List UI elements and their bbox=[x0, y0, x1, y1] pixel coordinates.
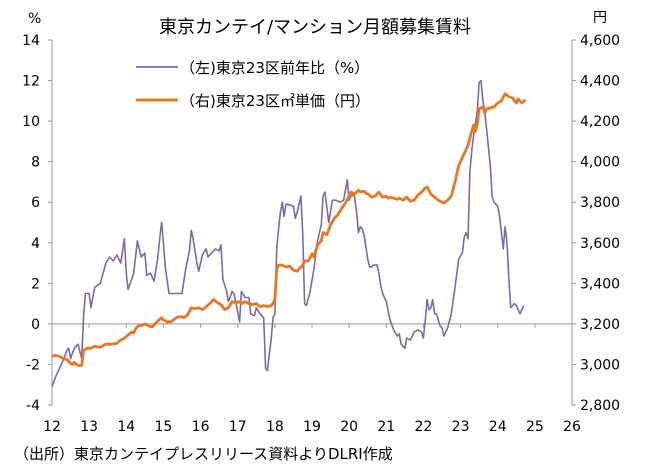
left-tick-label: -2 bbox=[26, 357, 40, 373]
left-axis-unit: % bbox=[28, 11, 41, 27]
left-axis-ticks: -4 -2 0 2 4 6 8 10 12 14 bbox=[22, 33, 52, 414]
right-axis-unit: 円 bbox=[593, 10, 607, 26]
right-tick-label: 3,200 bbox=[580, 317, 620, 333]
left-tick-label: 12 bbox=[22, 74, 40, 90]
legend-label-yoy: （左)東京23区前年比（%） bbox=[180, 59, 369, 77]
x-axis-ticks: 12 13 14 15 16 17 18 19 20 21 22 23 24 25 26 bbox=[43, 323, 581, 435]
x-tick-label: 23 bbox=[452, 419, 470, 435]
x-tick-label: 19 bbox=[303, 419, 321, 435]
series-yoy-line bbox=[51, 79, 525, 388]
right-axis-ticks: 2,800 3,000 3,200 3,400 3,600 3,800 4,000 4,200… bbox=[572, 33, 620, 414]
right-tick-label: 4,400 bbox=[580, 74, 620, 90]
right-tick-label: 4,600 bbox=[580, 33, 620, 49]
x-tick-label: 24 bbox=[489, 419, 507, 435]
x-tick-label: 20 bbox=[340, 419, 358, 435]
right-tick-label: 3,800 bbox=[580, 195, 620, 211]
right-tick-label: 2,800 bbox=[580, 398, 620, 414]
x-tick-label: 12 bbox=[43, 419, 61, 435]
legend-label-price: （右)東京23区㎡単価（円） bbox=[180, 92, 370, 110]
left-tick-label: 8 bbox=[31, 155, 40, 171]
x-tick-label: 15 bbox=[155, 419, 173, 435]
x-tick-label: 14 bbox=[117, 419, 135, 435]
legend: （左)東京23区前年比（%） （右)東京23区㎡単価（円） bbox=[136, 59, 370, 110]
x-tick-label: 21 bbox=[377, 419, 395, 435]
left-tick-label: -4 bbox=[26, 398, 40, 414]
x-tick-label: 18 bbox=[266, 419, 284, 435]
right-tick-label: 3,600 bbox=[580, 236, 620, 252]
x-tick-label: 16 bbox=[192, 419, 210, 435]
x-tick-label: 25 bbox=[526, 419, 544, 435]
left-tick-label: 0 bbox=[31, 317, 40, 333]
right-tick-label: 4,000 bbox=[580, 155, 620, 171]
right-tick-label: 3,400 bbox=[580, 276, 620, 292]
x-tick-label: 13 bbox=[80, 419, 98, 435]
right-tick-label: 4,200 bbox=[580, 114, 620, 130]
chart-title: 東京カンテイ/マンション月額募集賃料 bbox=[159, 17, 471, 38]
left-tick-label: 14 bbox=[22, 33, 40, 49]
x-tick-label: 22 bbox=[415, 419, 433, 435]
right-tick-label: 3,000 bbox=[580, 357, 620, 373]
series-price-line bbox=[51, 92, 527, 367]
source-note: （出所）東京カンテイプレスリリース資料よりDLRI作成 bbox=[14, 445, 393, 463]
left-tick-label: 4 bbox=[31, 236, 40, 252]
x-tick-label: 26 bbox=[563, 419, 581, 435]
left-tick-label: 2 bbox=[31, 276, 40, 292]
left-tick-label: 6 bbox=[31, 195, 40, 211]
x-tick-label: 17 bbox=[229, 419, 247, 435]
left-tick-label: 10 bbox=[22, 114, 40, 130]
